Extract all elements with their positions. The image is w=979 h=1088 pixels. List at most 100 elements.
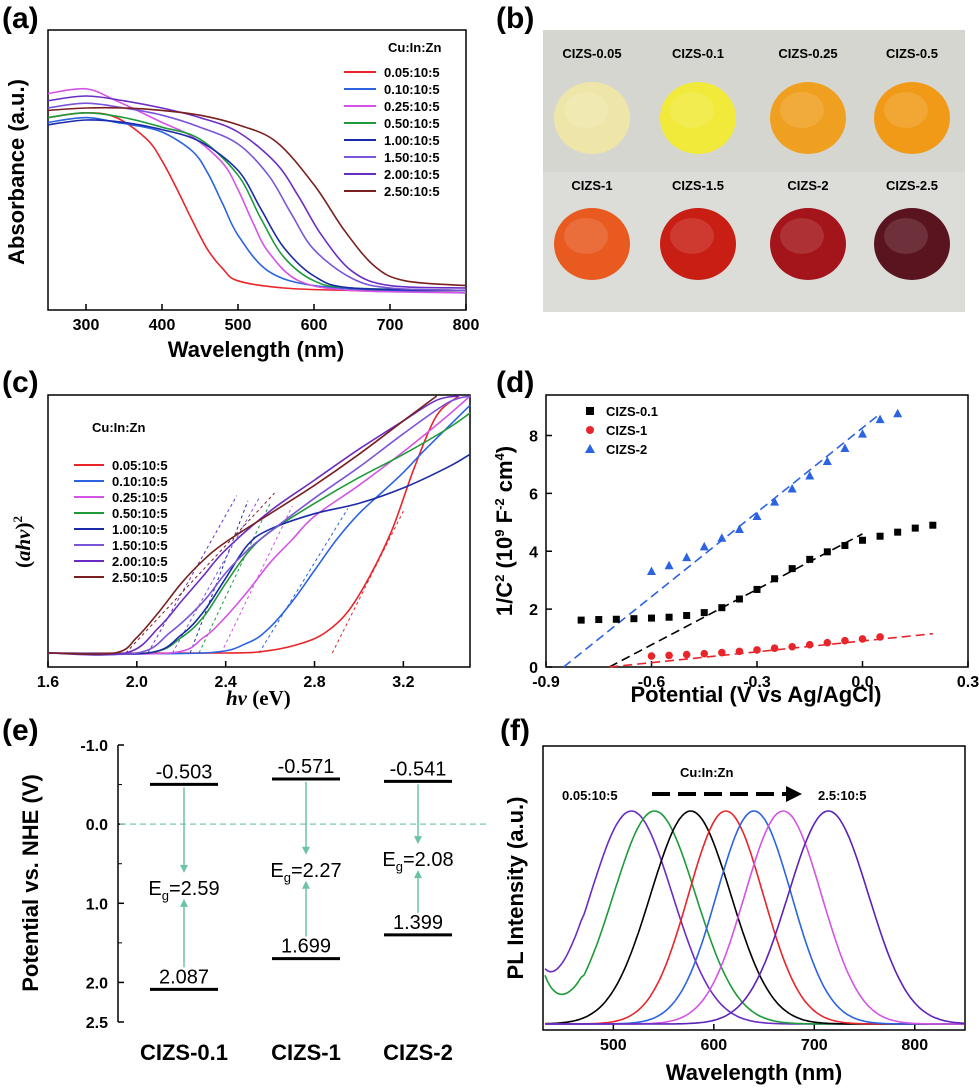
data-point-d bbox=[683, 611, 691, 619]
y-tick-label-e: 0.0 bbox=[86, 817, 108, 834]
series-line-a bbox=[47, 87, 467, 294]
data-point-d bbox=[806, 555, 814, 563]
powder-highlight bbox=[564, 218, 608, 254]
tangent-lines-c bbox=[125, 492, 404, 654]
legend-label-c: 0.50:10:5 bbox=[112, 506, 168, 521]
x-tick-label-f: 800 bbox=[901, 1037, 928, 1054]
data-point-d bbox=[700, 609, 708, 617]
up-arrow-head bbox=[180, 898, 188, 907]
data-point-d bbox=[858, 429, 867, 438]
x-tick-label-d: -0.3 bbox=[743, 674, 771, 691]
sample-label: CIZS-2 bbox=[787, 178, 828, 193]
x-axis-c: 1.6 2.0 2.4 2.8 3.2 bbox=[37, 661, 415, 691]
legend-title-c: Cu:In:Zn bbox=[92, 420, 145, 435]
sample-label: CIZS-2.5 bbox=[886, 178, 938, 193]
data-point-d bbox=[841, 636, 849, 645]
data-point-d bbox=[753, 585, 761, 593]
legend-label-a: 0.10:10:5 bbox=[384, 82, 440, 97]
x-tick-label-c: 1.6 bbox=[37, 674, 59, 691]
legend-marker-d bbox=[586, 426, 594, 434]
y-tick-label-e: 2.0 bbox=[86, 975, 108, 992]
powder-highlight bbox=[564, 92, 608, 128]
y-axis-title-c: (ahv)2 bbox=[10, 516, 35, 568]
x-tick-label-c: 2.0 bbox=[126, 674, 148, 691]
panel-letter-b: (b) bbox=[496, 2, 534, 35]
y-tick-label-d: 4 bbox=[529, 544, 538, 561]
powder-pile bbox=[770, 82, 846, 154]
data-point-d bbox=[823, 548, 831, 556]
data-point-d bbox=[577, 616, 585, 624]
legend-title-a: Cu:In:Zn bbox=[388, 40, 441, 55]
data-point-d bbox=[665, 651, 673, 660]
data-point-d bbox=[876, 633, 884, 641]
fit-line-d bbox=[608, 533, 863, 668]
down-arrow-head bbox=[302, 846, 310, 855]
data-point-d bbox=[788, 642, 796, 651]
legend-label-a: 1.50:10:5 bbox=[384, 150, 440, 165]
tangent-line-c bbox=[331, 510, 404, 654]
powder-samples: CIZS-0.05 CIZS-0.1 CIZS-0.25 CIZS-0.5 CIZS-1… bbox=[554, 46, 950, 280]
data-point-d bbox=[805, 471, 815, 480]
series-line-a bbox=[47, 95, 467, 289]
x-tick-label-d: -0.6 bbox=[638, 674, 666, 691]
y-axis-title-e: Potential vs. NHE (V) bbox=[18, 774, 43, 992]
data-point-d bbox=[858, 635, 867, 643]
vb-value-label: 2.087 bbox=[159, 966, 209, 988]
data-point-d bbox=[630, 615, 638, 623]
powder-sample: CIZS-1.5 bbox=[660, 178, 736, 280]
data-point-d bbox=[787, 484, 797, 493]
data-point-d bbox=[612, 615, 620, 623]
series-line-c bbox=[47, 395, 471, 655]
x-tick-label-c: 3.2 bbox=[392, 674, 414, 691]
data-point-d bbox=[823, 638, 832, 647]
x-tick-label-f: 600 bbox=[700, 1037, 727, 1054]
panel-letter-d: (d) bbox=[496, 366, 534, 399]
annotation-start-ratio: 0.05:10:5 bbox=[562, 788, 618, 803]
data-point-d bbox=[770, 497, 780, 506]
tangent-line-c bbox=[147, 495, 238, 654]
data-point-d bbox=[770, 644, 779, 652]
y-axis-e: -1.0 0.0 1.0 2.0 2.5 bbox=[80, 738, 490, 1032]
powder-pile bbox=[770, 208, 846, 280]
down-arrow-head bbox=[180, 864, 188, 873]
x-tick-label-a: 300 bbox=[73, 317, 100, 334]
data-point-d bbox=[682, 552, 692, 562]
panel-letter-a: (a) bbox=[2, 2, 39, 35]
data-point-d bbox=[805, 640, 814, 649]
series-line-c bbox=[47, 395, 460, 654]
legend-label-a: 0.25:10:5 bbox=[384, 99, 440, 114]
x-axis-title-c: hv (eV) bbox=[226, 686, 291, 710]
band-gap-label: Eg=2.27 bbox=[270, 860, 341, 885]
plot-frame-c bbox=[47, 394, 471, 668]
legend-marker-d bbox=[586, 407, 594, 415]
axes-d: -0.9 -0.6 -0.3 0.0 0.3 0 2 4 6 8 bbox=[529, 429, 979, 691]
annotation-cu-in-zn: Cu:In:Zn bbox=[680, 765, 733, 780]
sample-label: CIZS-0.1 bbox=[672, 46, 724, 61]
x-tick-label-d: 0.0 bbox=[851, 674, 873, 691]
plot-frame-f bbox=[542, 745, 966, 1031]
powder-highlight bbox=[780, 92, 824, 128]
data-point-d bbox=[718, 604, 726, 612]
x-axis-title-f: Wavelength (nm) bbox=[666, 1060, 842, 1085]
y-axis-title-a: Absorbance (a.u.) bbox=[4, 79, 29, 265]
data-point-d bbox=[841, 541, 849, 549]
x-tick-label-f: 700 bbox=[801, 1037, 828, 1054]
powder-pile bbox=[660, 82, 736, 154]
y-tick-label-e: 1.0 bbox=[86, 896, 108, 913]
down-arrow-head bbox=[414, 836, 422, 845]
legend-label-d: CIZS-1 bbox=[606, 423, 647, 438]
powder-sample: CIZS-1 bbox=[554, 178, 630, 280]
x-tick-label-d: 0.3 bbox=[957, 674, 979, 691]
series-line-c bbox=[47, 395, 471, 656]
x-axis-title-d: Potential (V vs Ag/AgCl) bbox=[631, 682, 882, 707]
data-point-d bbox=[876, 532, 884, 540]
band-gap-label: Eg=2.59 bbox=[148, 878, 219, 903]
legend-label-d: CIZS-0.1 bbox=[606, 404, 658, 419]
sample-category-label: CIZS-2 bbox=[383, 1040, 453, 1065]
pl-spectrum-line bbox=[544, 810, 965, 1025]
data-point-d bbox=[718, 648, 726, 657]
band-group: -0.541 1.399 Eg=2.08 CIZS-2 bbox=[382, 758, 453, 1065]
sample-category-label: CIZS-1 bbox=[271, 1040, 341, 1065]
data-point-d bbox=[735, 595, 743, 603]
powder-pile bbox=[554, 208, 630, 280]
